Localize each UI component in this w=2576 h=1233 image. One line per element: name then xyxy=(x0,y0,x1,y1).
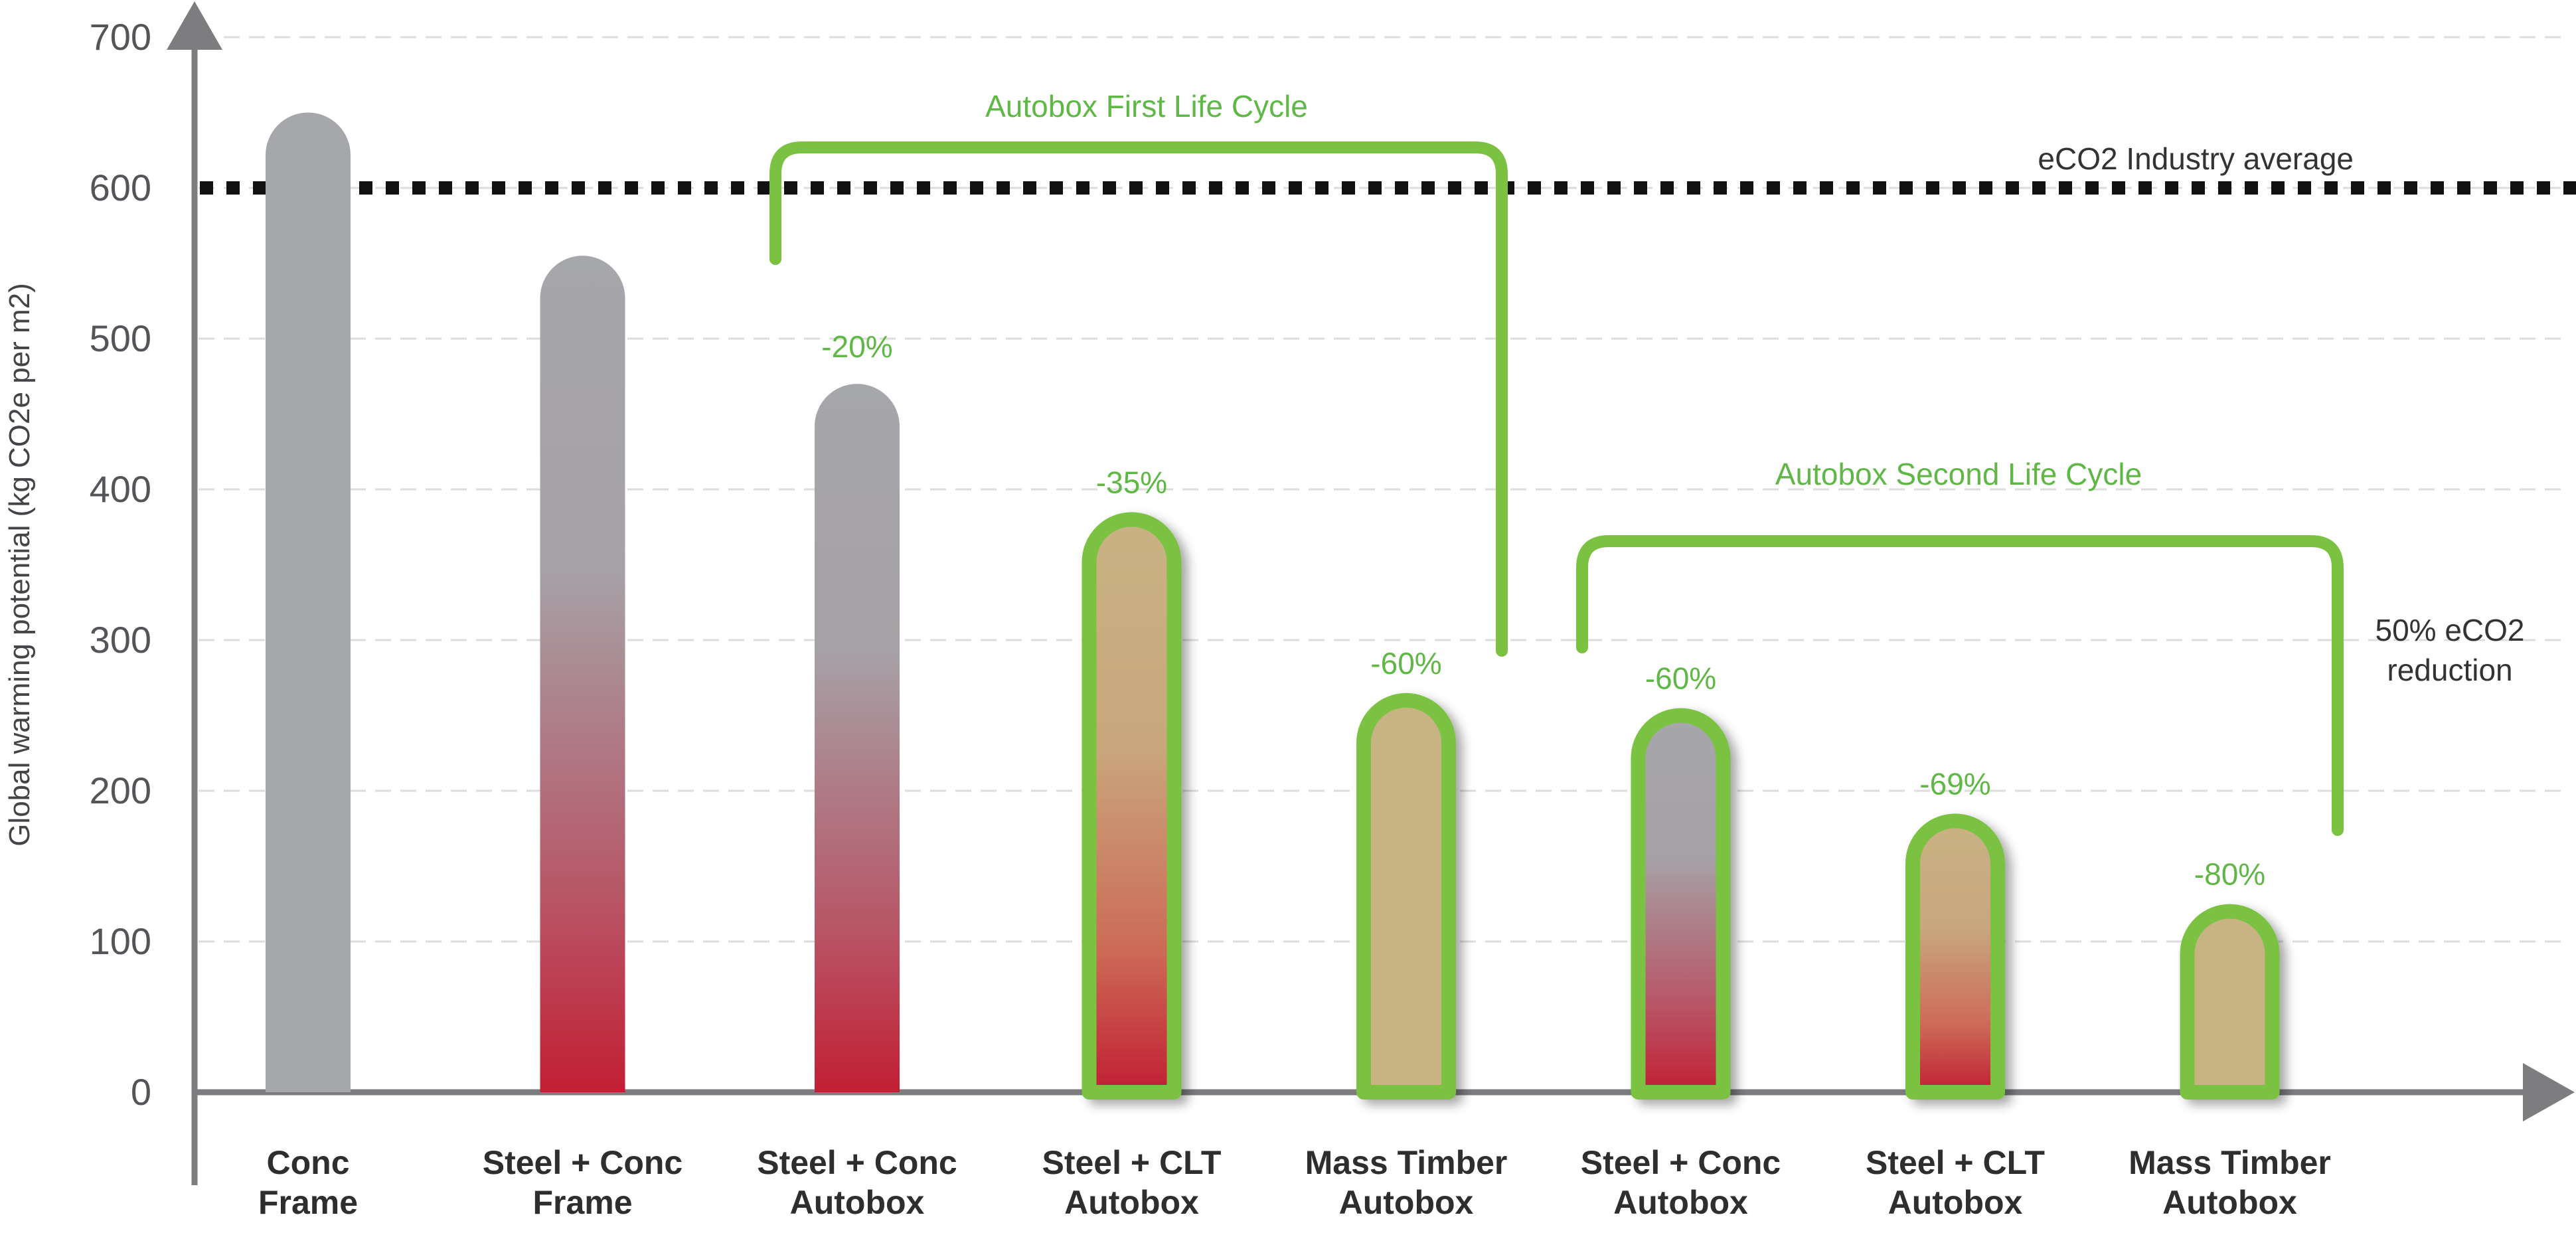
category-label: Steel + CLT xyxy=(1866,1144,2045,1181)
y-tick-label: 300 xyxy=(90,619,151,661)
second-life-cycle-label: Autobox Second Life Cycle xyxy=(1775,457,2142,491)
y-tick-label: 700 xyxy=(90,16,151,58)
reduction-label: -80% xyxy=(2194,857,2265,892)
y-tick-label: 400 xyxy=(90,468,151,510)
category-label: Autobox xyxy=(1613,1184,1748,1221)
bar xyxy=(1631,708,1731,1100)
first-life-cycle-bracket xyxy=(769,141,1508,657)
x-axis-arrow xyxy=(2523,1063,2575,1121)
category-label: Frame xyxy=(258,1184,358,1221)
bar xyxy=(1356,693,1456,1100)
category-label: Steel + CLT xyxy=(1042,1144,1222,1181)
category-label: Autobox xyxy=(1888,1184,2023,1221)
industry-average-label: eCO2 Industry average xyxy=(2038,141,2354,176)
category-label: Mass Timber xyxy=(1305,1144,1508,1181)
category-label: Autobox xyxy=(1064,1184,1199,1221)
reduction-note-line: reduction xyxy=(2387,653,2512,687)
bar xyxy=(266,112,351,1092)
bar xyxy=(815,384,900,1092)
y-tick-label: 0 xyxy=(131,1071,151,1113)
labels: 0 100 200 300 400 500 600 700 Global warming pot… xyxy=(3,16,2525,1221)
y-tick-label: 500 xyxy=(90,317,151,359)
reduction-label: -20% xyxy=(821,329,892,364)
bar xyxy=(540,256,625,1092)
reduction-label: -69% xyxy=(1919,766,1990,801)
category-label: Mass Timber xyxy=(2129,1144,2331,1181)
category-label: Autobox xyxy=(790,1184,925,1221)
reduction-label: -60% xyxy=(1370,646,1441,681)
annotations xyxy=(769,141,2344,836)
first-life-cycle-label: Autobox First Life Cycle xyxy=(985,89,1308,123)
category-label: Autobox xyxy=(1339,1184,1474,1221)
second-life-cycle-bracket xyxy=(1576,535,2344,836)
y-tick-label: 200 xyxy=(90,770,151,811)
y-tick-label: 100 xyxy=(90,920,151,962)
bar xyxy=(2180,904,2280,1100)
bar xyxy=(1905,813,2005,1100)
category-label: Steel + Conc xyxy=(757,1144,957,1181)
reduction-note-line: 50% eCO2 xyxy=(2375,613,2524,647)
category-label: Steel + Conc xyxy=(1581,1144,1781,1181)
bar xyxy=(1082,512,1182,1100)
reduction-label: -35% xyxy=(1096,465,1167,499)
category-label: Steel + Conc xyxy=(483,1144,683,1181)
category-label: Autobox xyxy=(2162,1184,2297,1221)
reduction-label: -60% xyxy=(1645,661,1716,696)
bars xyxy=(266,112,2280,1100)
category-label: Conc xyxy=(267,1144,350,1181)
y-tick-label: 600 xyxy=(90,167,151,208)
y-axis-arrow xyxy=(167,1,222,50)
category-label: Frame xyxy=(532,1184,632,1221)
y-axis-title: Global warming potential (kg CO2e per m2… xyxy=(3,283,36,847)
